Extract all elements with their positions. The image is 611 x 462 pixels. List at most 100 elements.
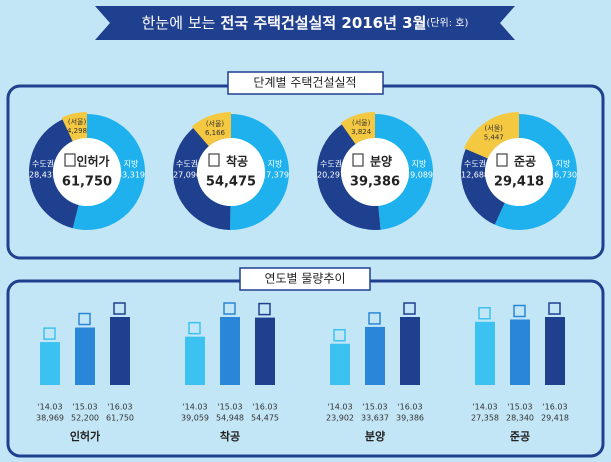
value-label: 33,319 <box>117 171 145 180</box>
value-label: 27,358 <box>471 414 499 423</box>
value-label: 27,096 <box>173 171 201 180</box>
bar <box>400 317 420 385</box>
x-tick-label: '14.03 <box>472 403 497 412</box>
category-label: 지방 <box>556 159 571 169</box>
bar <box>40 342 60 385</box>
donut-inner-segment <box>61 112 87 142</box>
donut-hole <box>341 138 409 206</box>
donut-icon <box>352 153 364 167</box>
x-tick-label: '15.03 <box>362 403 387 412</box>
donut-icon <box>496 153 508 167</box>
bar-icon <box>368 312 381 325</box>
title-main: 전국 주택건설실적 2016년 3월 <box>221 14 427 32</box>
group-label: 착공 <box>220 429 240 443</box>
bar <box>220 317 240 385</box>
value-label: 39,059 <box>181 414 209 423</box>
bar <box>545 317 565 385</box>
bar-icon <box>258 302 271 316</box>
donut-segment <box>494 114 577 230</box>
value-label: 54,948 <box>216 414 244 423</box>
group-label: 분양 <box>365 429 385 443</box>
group-label: 인허가 <box>70 429 100 443</box>
bar-icon <box>333 328 346 342</box>
donut-name: 준공 <box>514 155 536 169</box>
donut-total: 61,750 <box>62 175 112 190</box>
value-label: 33,637 <box>361 414 389 423</box>
x-tick-label: '15.03 <box>507 403 532 412</box>
x-tick-label: '16.03 <box>397 403 422 412</box>
value-label: 23,902 <box>326 414 354 423</box>
section-label-box <box>227 71 384 95</box>
value-label: 27,379 <box>261 171 289 180</box>
donut-name: 인허가 <box>76 154 109 169</box>
inner-label: (서울) <box>485 124 504 133</box>
donut-total: 39,386 <box>350 175 400 190</box>
title-lead: 한눈에 보는 <box>142 14 216 32</box>
x-tick-label: '16.03 <box>252 403 277 412</box>
donut-name: 분양 <box>370 154 392 169</box>
donut-hole <box>485 138 553 206</box>
x-tick-label: '15.03 <box>72 403 97 412</box>
title: 한눈에 보는 전국 주택건설실적 2016년 3월(단위: 호) <box>142 13 469 32</box>
group-label: 준공 <box>510 430 530 443</box>
value-label: 39,386 <box>396 414 424 423</box>
inner-value-label: 4,298 <box>67 127 87 135</box>
bar <box>185 336 205 385</box>
title-banner <box>95 6 515 40</box>
category-label: 지방 <box>412 159 427 169</box>
x-tick-label: '16.03 <box>542 403 567 412</box>
donut-segment <box>316 114 381 231</box>
bar-icon <box>223 302 236 315</box>
donut-total: 54,475 <box>206 175 256 190</box>
bar-icon <box>513 304 526 318</box>
inner-value-label: 3,824 <box>351 128 372 136</box>
donut-total: 29,418 <box>494 175 544 190</box>
bar-icon <box>188 321 201 335</box>
category-label: 수도권 <box>32 159 54 169</box>
value-label: 12,688 <box>461 171 489 180</box>
inner-label: (서울) <box>206 119 225 128</box>
value-label: 61,750 <box>106 414 134 423</box>
x-tick-label: '14.03 <box>182 403 207 412</box>
donut-hole <box>197 138 265 206</box>
donut-icon <box>208 153 220 167</box>
value-label: 16,730 <box>549 171 577 180</box>
value-label: 54,475 <box>251 414 279 423</box>
donut-name: 착공 <box>226 154 248 169</box>
value-label: 52,200 <box>71 414 99 423</box>
bar-icon <box>548 302 561 315</box>
title-unit: (단위: 호) <box>426 16 468 29</box>
section-title: 단계별 주택건설실적 <box>253 76 356 90</box>
bar <box>75 327 95 385</box>
bar <box>255 317 275 385</box>
donut-inner-segment <box>191 112 231 147</box>
bar <box>365 326 385 385</box>
x-tick-label: '15.03 <box>217 403 242 412</box>
category-label: 수도권 <box>464 159 486 169</box>
x-tick-label: '14.03 <box>37 403 62 412</box>
donut-inner-segment <box>463 112 519 159</box>
donut-icon <box>64 153 76 167</box>
inner-value-label: 6,166 <box>205 129 226 137</box>
bar-icon <box>78 312 91 326</box>
bar-icon <box>478 307 491 320</box>
value-label: 28,340 <box>506 414 534 423</box>
bar <box>330 343 350 385</box>
donut-segment <box>230 114 290 231</box>
donut-segment <box>28 114 87 229</box>
category-label: 수도권 <box>320 159 342 169</box>
bar <box>110 317 130 385</box>
value-label: 28,431 <box>29 171 57 180</box>
inner-label: (서울) <box>352 118 371 127</box>
value-label: 38,969 <box>36 414 64 423</box>
x-tick-label: '14.03 <box>327 403 352 412</box>
value-label: 29,418 <box>541 414 569 423</box>
donut-inner-segment <box>340 112 375 145</box>
donut-hole <box>53 138 121 206</box>
category-label: 지방 <box>268 159 283 169</box>
bar-icon <box>43 327 56 340</box>
category-label: 지방 <box>124 159 139 169</box>
inner-label: (서울) <box>68 117 87 126</box>
section-label-box <box>239 267 371 291</box>
